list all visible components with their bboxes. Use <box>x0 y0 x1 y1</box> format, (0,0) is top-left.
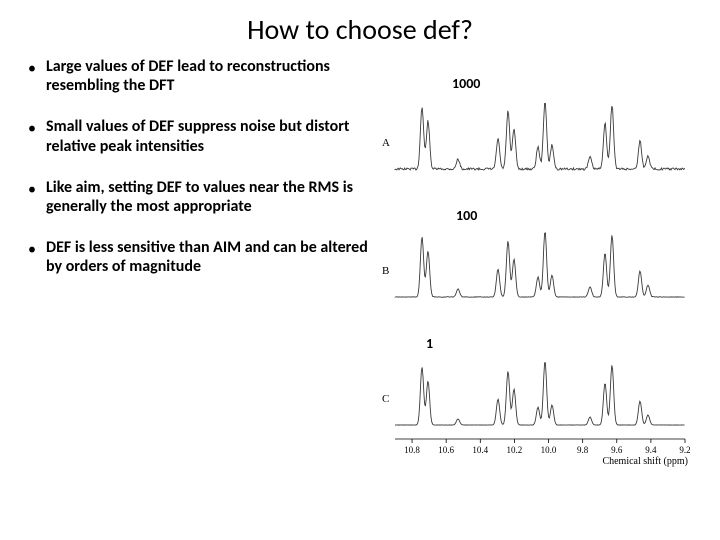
bullet-text: Small values of DEF suppress noise but d… <box>46 117 370 155</box>
slide-title: How to choose def? <box>0 0 720 57</box>
bullet-item: • Small values of DEF suppress noise but… <box>28 117 370 155</box>
panel-label: B <box>382 265 389 277</box>
svg-text:9.2: 9.2 <box>679 445 690 455</box>
spectrum-panel-b: B <box>390 215 690 325</box>
bullet-text: Large values of DEF lead to reconstructi… <box>46 57 370 95</box>
axis-label: Chemical shift (ppm) <box>602 456 688 467</box>
bullet-text: DEF is less sensitive than AIM and can b… <box>46 238 370 276</box>
bullet-text: Like aim, setting DEF to values near the… <box>46 178 370 216</box>
bullet-item: • DEF is less sensitive than AIM and can… <box>28 238 370 276</box>
svg-text:10.8: 10.8 <box>404 445 420 455</box>
bullet-item: • Like aim, setting DEF to values near t… <box>28 178 370 216</box>
svg-text:9.6: 9.6 <box>611 445 623 455</box>
svg-text:10.2: 10.2 <box>507 445 523 455</box>
spectra-figure: AB10.810.610.410.210.09.89.69.49.2CChemi… <box>390 57 690 477</box>
svg-text:9.8: 9.8 <box>577 445 589 455</box>
bullet-dot: • <box>28 57 46 95</box>
spectrum-panel-a: A <box>390 87 690 197</box>
bullet-item: • Large values of DEF lead to reconstruc… <box>28 57 370 95</box>
bullet-list: • Large values of DEF lead to reconstruc… <box>10 57 380 477</box>
bullet-dot: • <box>28 238 46 276</box>
figure-column: 1000 100 1 AB10.810.610.410.210.09.89.69… <box>380 57 700 477</box>
svg-text:10.0: 10.0 <box>541 445 557 455</box>
panel-label: C <box>382 393 389 405</box>
bullet-dot: • <box>28 178 46 216</box>
svg-text:10.6: 10.6 <box>438 445 454 455</box>
svg-text:9.4: 9.4 <box>645 445 657 455</box>
svg-text:10.4: 10.4 <box>472 445 488 455</box>
panel-label: A <box>382 137 390 149</box>
spectrum-panel-c: 10.810.610.410.210.09.89.69.49.2CChemica… <box>390 343 690 453</box>
content-row: • Large values of DEF lead to reconstruc… <box>0 57 720 477</box>
bullet-dot: • <box>28 117 46 155</box>
